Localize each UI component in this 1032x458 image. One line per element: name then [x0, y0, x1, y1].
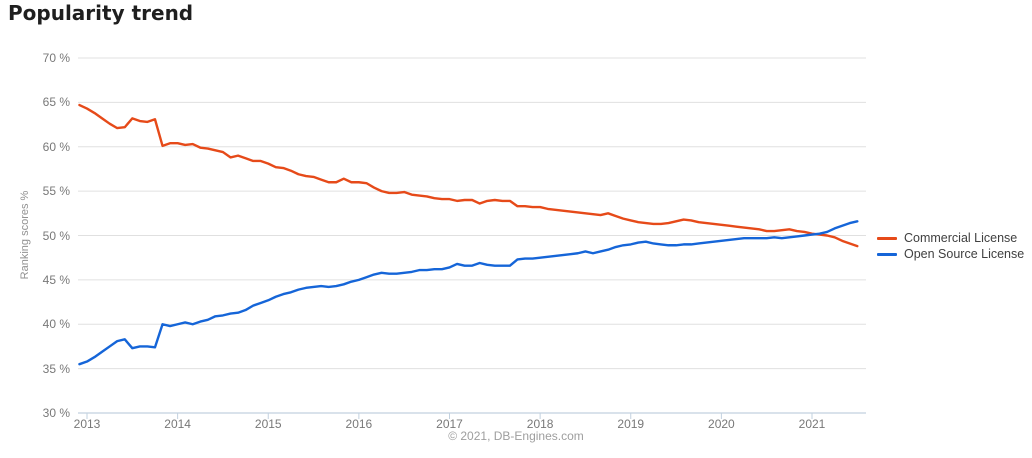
- commercial-license-swatch: [877, 236, 897, 240]
- y-tick-label: 60 %: [42, 139, 70, 154]
- legend-item-open-source-license[interactable]: Open Source License: [877, 246, 1024, 262]
- y-tick-label: 35 %: [42, 361, 70, 376]
- y-tick-label: 65 %: [42, 95, 70, 110]
- y-tick-label: 70 %: [42, 51, 70, 65]
- x-tick-label: 2020: [708, 417, 735, 431]
- y-axis-title: Ranking scores %: [19, 190, 31, 280]
- x-tick-label: 2021: [798, 417, 826, 431]
- open-source-license-swatch: [877, 252, 897, 256]
- x-tick-label: 2015: [254, 417, 282, 431]
- legend: Commercial License Open Source License: [877, 230, 1024, 262]
- y-tick-label: 40 %: [42, 317, 70, 332]
- y-tick-label: 55 %: [42, 184, 70, 199]
- x-tick-label: 2017: [436, 417, 463, 431]
- y-tick-label: 30 %: [42, 406, 70, 420]
- x-tick-label: 2019: [617, 417, 645, 431]
- chart-title: Popularity trend: [8, 1, 194, 25]
- legend-label: Open Source License: [904, 247, 1025, 261]
- open-source-license-line[interactable]: [78, 220, 859, 366]
- legend-label: Commercial License: [904, 231, 1018, 245]
- commercial-license-line[interactable]: [78, 103, 859, 248]
- y-tick-label: 50 %: [42, 228, 70, 243]
- legend-item-commercial-license[interactable]: Commercial License: [877, 230, 1024, 246]
- copyright-credit: © 2021, DB-Engines.com: [448, 429, 584, 443]
- x-tick-label: 2016: [345, 417, 373, 431]
- x-tick-label: 2014: [164, 417, 191, 431]
- x-tick-label: 2013: [73, 417, 101, 431]
- y-tick-label: 45 %: [42, 272, 70, 287]
- x-tick-label: 2018: [526, 417, 554, 431]
